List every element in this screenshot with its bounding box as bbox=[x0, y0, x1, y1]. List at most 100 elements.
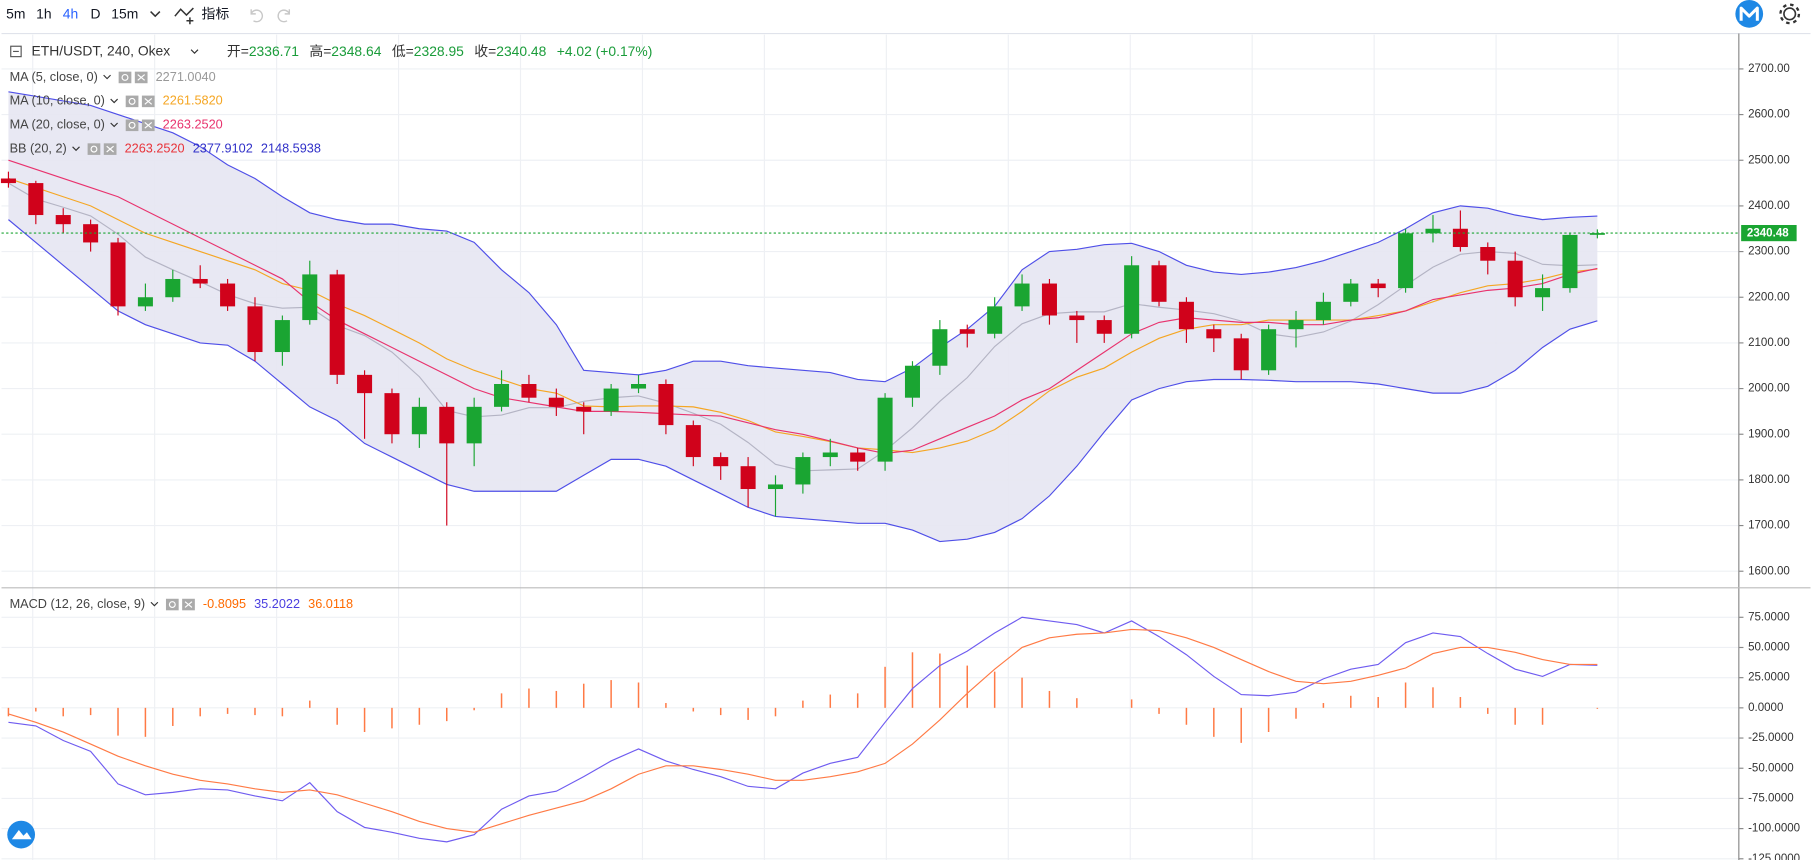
y-tick-label: 1900.00 bbox=[1748, 428, 1790, 440]
remove-icon bbox=[137, 74, 146, 81]
candle-body bbox=[822, 452, 838, 458]
y-tick-label: 0.0000 bbox=[1748, 702, 1783, 714]
ohlc-value: 2336.71 bbox=[249, 43, 299, 59]
candle-body bbox=[165, 278, 181, 298]
dropdown[interactable] bbox=[72, 146, 80, 152]
candle-body bbox=[795, 457, 811, 485]
indicator-value: 2263.2520 bbox=[163, 117, 223, 132]
candle-body bbox=[1535, 288, 1551, 298]
redo-button[interactable] bbox=[277, 9, 291, 23]
candle-body bbox=[603, 388, 619, 412]
moving-average-line bbox=[8, 159, 1598, 455]
price-change: +4.02 (+0.17%) bbox=[557, 43, 653, 59]
indicator-value: 2261.5820 bbox=[163, 93, 223, 108]
ohlc-value: 2340.48 bbox=[496, 43, 546, 59]
dropdown[interactable] bbox=[150, 601, 159, 607]
brand-logo[interactable] bbox=[1735, 0, 1764, 28]
indicator-value: 35.2022 bbox=[254, 596, 300, 611]
visibility-toggle[interactable] bbox=[87, 143, 101, 155]
indicator-value: -0.8095 bbox=[203, 596, 246, 611]
candle-body bbox=[1069, 315, 1085, 321]
logo-mark bbox=[11, 829, 32, 840]
candle-body bbox=[494, 384, 510, 407]
visibility-toggle[interactable] bbox=[125, 119, 139, 132]
last-price-tag bbox=[1741, 225, 1797, 242]
candle-body bbox=[904, 365, 920, 398]
plot-area bbox=[0, 91, 1739, 843]
candle-body bbox=[1370, 283, 1386, 289]
indicators-icon[interactable] bbox=[174, 7, 194, 25]
candle-body bbox=[1096, 320, 1112, 334]
indicators-button[interactable]: 指标 bbox=[201, 6, 229, 22]
dropdown[interactable] bbox=[110, 122, 119, 128]
dropdown[interactable] bbox=[110, 98, 119, 104]
candle-body bbox=[1343, 283, 1359, 302]
settings-button[interactable] bbox=[1783, 7, 1797, 21]
candle-body bbox=[1178, 301, 1194, 330]
visibility-icon bbox=[168, 601, 176, 609]
candle-body bbox=[1589, 233, 1605, 235]
candle-body bbox=[767, 484, 784, 490]
candle-body bbox=[384, 393, 400, 435]
y-tick-label: 75.0000 bbox=[1748, 611, 1790, 623]
visibility-toggle[interactable] bbox=[118, 71, 132, 84]
visibility-toggle[interactable] bbox=[125, 95, 139, 108]
collapse-icon[interactable] bbox=[10, 45, 22, 58]
interval-button[interactable]: 1h bbox=[36, 6, 51, 22]
candle-body bbox=[192, 278, 208, 284]
candle-body bbox=[357, 374, 373, 394]
candle-body bbox=[1562, 234, 1578, 289]
undo-button[interactable] bbox=[250, 9, 263, 23]
remove-icon bbox=[184, 601, 193, 608]
dropdown[interactable] bbox=[103, 74, 111, 80]
candle-body bbox=[1014, 283, 1030, 307]
ohlc-label: 开= bbox=[227, 43, 249, 59]
interval-button[interactable]: D bbox=[91, 6, 101, 22]
y-tick-label: 1600.00 bbox=[1748, 565, 1790, 577]
candle-body bbox=[1425, 228, 1441, 234]
candle-body bbox=[110, 242, 126, 307]
candle-body bbox=[576, 406, 592, 412]
candle-body bbox=[137, 297, 153, 307]
y-tick-label: 2600.00 bbox=[1748, 109, 1790, 121]
legend: ETH/USDT, 240, Okex 开=2336.71 高=2348.64 低=… bbox=[10, 43, 652, 59]
visibility-icon bbox=[121, 73, 129, 81]
ohlc-legend: 开=2336.71 高=2348.64 低=2328.95 收=2340.48 +4.0… bbox=[227, 43, 652, 59]
visibility-icon bbox=[128, 121, 136, 129]
y-tick-label: 2000.00 bbox=[1748, 383, 1790, 395]
interval-button[interactable]: 5m bbox=[6, 6, 25, 22]
last-price-label: 2340.48 bbox=[1747, 228, 1789, 240]
candle-body bbox=[55, 215, 71, 225]
moving-average-line bbox=[8, 177, 1598, 454]
y-tick-label: 2700.00 bbox=[1748, 63, 1790, 75]
interval-dropdown[interactable] bbox=[150, 11, 161, 18]
indicator-name: MA (20, close, 0) bbox=[10, 117, 105, 132]
candle-body bbox=[1261, 329, 1277, 371]
visibility-toggle[interactable] bbox=[165, 598, 179, 611]
candle-body bbox=[713, 457, 729, 467]
remove-icon bbox=[144, 98, 153, 105]
candle-body bbox=[1124, 265, 1140, 334]
y-tick-label: -100.0000 bbox=[1748, 823, 1800, 835]
candle-body bbox=[28, 183, 44, 216]
candle-body bbox=[521, 384, 537, 398]
candle-body bbox=[1233, 338, 1249, 371]
interval-button[interactable]: 15m bbox=[111, 6, 138, 22]
candle-body bbox=[1398, 233, 1414, 289]
brand-logo-mark bbox=[1739, 6, 1759, 21]
dropdown[interactable] bbox=[190, 49, 199, 54]
candle-body bbox=[740, 466, 756, 490]
indicator-value: 2263.2520 bbox=[125, 140, 185, 155]
footer-logo bbox=[7, 820, 36, 849]
y-tick-label: -75.0000 bbox=[1748, 792, 1794, 804]
interval-button-active[interactable]: 4h bbox=[63, 6, 78, 22]
indicator-name: BB (20, 2) bbox=[10, 140, 67, 155]
symbol-title: ETH/USDT, 240, Okex bbox=[32, 43, 171, 59]
candle-body bbox=[548, 397, 564, 407]
visibility-icon bbox=[128, 97, 136, 105]
candle-body bbox=[329, 274, 345, 375]
candle-body bbox=[1452, 228, 1468, 248]
candle-body bbox=[466, 406, 482, 444]
